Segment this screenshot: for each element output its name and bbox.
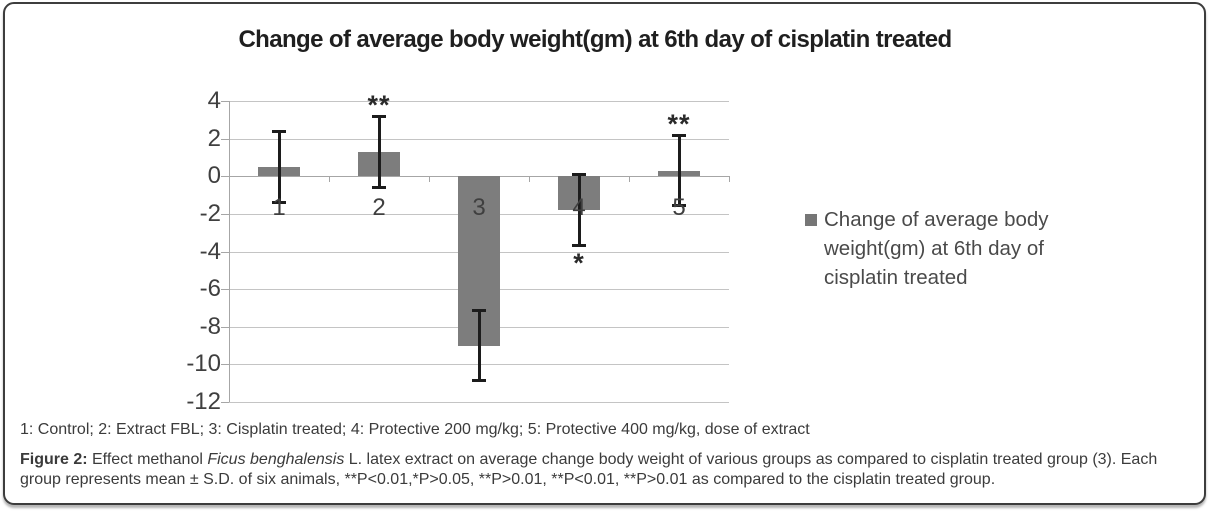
caption-segment: Ficus benghalensis: [207, 451, 345, 468]
y-axis-tick: [221, 213, 229, 215]
error-bar-line: [377, 116, 381, 188]
y-axis-label: -8: [199, 312, 221, 340]
y-axis-tick: [221, 364, 229, 366]
y-axis-tick: [221, 251, 229, 253]
y-axis-label: 2: [207, 124, 221, 152]
error-bar-cap-top: [672, 133, 686, 137]
category-tick: [729, 176, 730, 183]
y-axis-label: -4: [199, 237, 221, 265]
error-bar-cap-top: [372, 115, 386, 119]
caption-segment: L. latex extract on average change body …: [20, 451, 1158, 488]
error-bar-line: [677, 134, 681, 207]
category-label: 5: [672, 194, 686, 222]
group-key-text: 1: Control; 2: Extract FBL; 3: Cisplatin…: [20, 421, 810, 438]
y-axis-label: -10: [186, 350, 221, 378]
caption-segment: Figure 2:: [20, 451, 88, 468]
y-axis-tick: [221, 289, 229, 291]
error-bar-cap-bottom: [272, 200, 286, 204]
category-tick: [629, 176, 630, 183]
error-bar-cap-bottom: [472, 379, 486, 383]
category-tick: [429, 176, 430, 183]
figure-border: [3, 2, 1206, 505]
y-axis-label: 0: [207, 162, 221, 190]
error-bar-line: [277, 131, 281, 203]
error-bar-line: [477, 309, 481, 382]
error-bar-cap-bottom: [672, 204, 686, 208]
significance-mark: *: [573, 247, 585, 278]
category-label: 4: [572, 194, 586, 222]
y-axis-tick: [221, 326, 229, 328]
error-bar-cap-bottom: [572, 243, 586, 247]
error-bar-cap-top: [272, 130, 286, 134]
error-bar-cap-top: [472, 308, 486, 312]
chart-title: Change of average body weight(gm) at 6th…: [238, 26, 952, 53]
significance-mark: **: [367, 90, 391, 121]
significance-mark: **: [667, 108, 691, 139]
error-bar-cap-bottom: [372, 185, 386, 189]
y-axis-label: -6: [199, 275, 221, 303]
y-axis-tick: [221, 176, 229, 178]
figure-caption: Figure 2: Effect methanol Ficus benghale…: [20, 450, 1198, 489]
gridline: [229, 101, 729, 102]
category-tick: [529, 176, 530, 183]
y-axis-label: -2: [199, 199, 221, 227]
y-axis-tick: [221, 402, 229, 403]
y-axis-label: -12: [186, 388, 221, 415]
y-axis-tick: [221, 138, 229, 140]
gridline: [229, 402, 729, 403]
gridline: [229, 138, 729, 140]
error-bar-line: [577, 174, 581, 246]
category-label: 3: [472, 194, 486, 222]
category-label: 2: [372, 194, 386, 222]
category-label: 1: [272, 194, 286, 222]
y-axis-tick: [221, 101, 229, 102]
legend-swatch-icon: [805, 214, 817, 226]
y-axis-label: 4: [207, 87, 221, 114]
error-bar-cap-top: [572, 173, 586, 177]
y-axis-line: [229, 101, 230, 402]
legend-label: Change of average body weight(gm) at 6th…: [824, 208, 1049, 289]
caption-segment: Effect methanol: [87, 451, 208, 468]
category-tick: [329, 176, 330, 183]
